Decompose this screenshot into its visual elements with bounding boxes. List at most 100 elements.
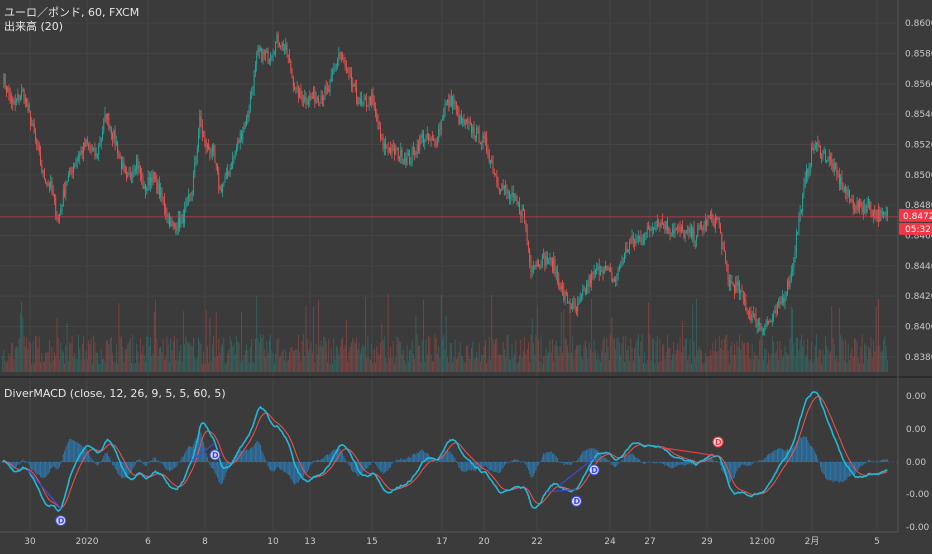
macd-histogram-bar — [46, 462, 48, 477]
volume-bar — [268, 339, 270, 372]
volume-bar — [704, 352, 706, 372]
macd-histogram-bar — [23, 460, 25, 462]
candle-body — [103, 120, 105, 132]
macd-histogram-bar — [126, 462, 127, 478]
candle-body — [527, 240, 529, 249]
macd-histogram-bar — [564, 462, 566, 465]
volume-bar — [525, 355, 527, 372]
volume-bar — [311, 352, 313, 372]
volume-bar — [792, 308, 794, 372]
candle-body — [342, 58, 344, 60]
macd-histogram-bar — [617, 462, 619, 464]
volume-bar — [339, 346, 341, 372]
macd-histogram-bar — [90, 457, 92, 462]
divergence-marker — [209, 449, 221, 461]
volume-bar — [763, 359, 764, 372]
candle-body — [139, 166, 141, 175]
time-tick-label: 2月 — [805, 536, 820, 547]
volume-bar — [407, 361, 409, 372]
volume-bar — [19, 313, 21, 372]
macd-histogram-bar — [670, 462, 672, 469]
macd-histogram-bar — [282, 462, 284, 472]
macd-histogram-bar — [361, 462, 363, 475]
volume-bar — [141, 353, 143, 372]
candle-body — [794, 251, 796, 259]
volume-bar — [454, 339, 456, 372]
volume-bar — [206, 346, 208, 372]
candle-body — [782, 297, 783, 304]
volume-bar — [677, 343, 679, 372]
volume-bar — [153, 311, 155, 372]
candle-body — [78, 158, 79, 160]
macd-histogram-bar — [885, 458, 887, 462]
macd-histogram-bar — [112, 462, 114, 466]
candle-body — [737, 282, 739, 286]
candle-body — [195, 157, 197, 163]
candle-body — [462, 118, 464, 123]
indicator-tick-label: 0.00 — [906, 392, 926, 402]
volume-bar — [783, 354, 785, 372]
volume-bar — [785, 352, 787, 372]
macd-histogram-bar — [185, 450, 187, 462]
volume-bar — [723, 338, 725, 372]
volume-bar — [316, 354, 318, 372]
macd-histogram-bar — [636, 457, 638, 462]
macd-histogram-bar — [797, 440, 799, 462]
symbol-title[interactable]: ユーロ／ポンド, 60, FXCM — [4, 6, 140, 19]
candle-body — [573, 301, 575, 304]
candle-body — [579, 297, 581, 301]
candle-body — [35, 132, 36, 139]
candle-body — [138, 166, 140, 169]
macd-histogram-bar — [127, 462, 129, 477]
macd-histogram-bar — [780, 448, 782, 462]
macd-histogram-bar — [873, 461, 874, 462]
volume-bar — [238, 342, 240, 372]
candle-body — [803, 184, 805, 194]
volume-bar — [358, 342, 360, 372]
candle-body — [32, 123, 34, 125]
candle-body — [720, 225, 721, 234]
indicator-title[interactable]: DiverMACD (close, 12, 26, 9, 5, 5, 60, 5… — [4, 387, 226, 400]
macd-histogram-bar — [530, 462, 532, 478]
macd-histogram-bar — [682, 462, 684, 465]
macd-histogram-bar — [306, 462, 308, 473]
volume-bar — [351, 342, 352, 372]
volume-bar — [496, 338, 498, 372]
volume-bar — [7, 360, 9, 372]
volume-bar — [233, 343, 235, 372]
candle-body — [493, 172, 495, 174]
volume-bar — [502, 342, 504, 372]
macd-histogram-bar — [52, 462, 54, 467]
candle-body — [747, 312, 749, 314]
macd-histogram-bar — [560, 462, 562, 463]
macd-histogram-bar — [383, 462, 385, 473]
volume-bar — [165, 356, 167, 372]
volume-bar — [369, 360, 371, 372]
candle-body — [201, 126, 203, 136]
candle-body — [861, 207, 863, 213]
volume-bar — [540, 335, 542, 372]
divergence-line — [558, 457, 595, 487]
candle-body — [835, 163, 836, 166]
volume-bar — [648, 302, 649, 372]
candle-body — [161, 188, 163, 197]
price-axis: 0.860000.858000.856000.854000.852000.850… — [899, 19, 932, 363]
volume-bar — [645, 363, 647, 372]
macd-histogram-bar — [324, 455, 326, 462]
volume-bar — [854, 338, 855, 372]
macd-histogram-bar — [711, 457, 713, 462]
macd-histogram-bar — [299, 462, 301, 481]
macd-histogram-bar — [9, 462, 11, 468]
candle-body — [569, 302, 571, 307]
candle-body — [787, 280, 788, 296]
macd-histogram-bar — [309, 462, 311, 467]
volume-bar — [386, 362, 388, 372]
divergence-label: D — [212, 451, 219, 460]
time-tick-label: 15 — [366, 537, 377, 547]
macd-histogram-bar — [435, 461, 437, 463]
candle-body — [704, 219, 706, 225]
macd-histogram-bar — [592, 448, 594, 462]
volume-legend[interactable]: 出来高 (20) — [4, 20, 64, 33]
candle-body — [771, 317, 773, 322]
